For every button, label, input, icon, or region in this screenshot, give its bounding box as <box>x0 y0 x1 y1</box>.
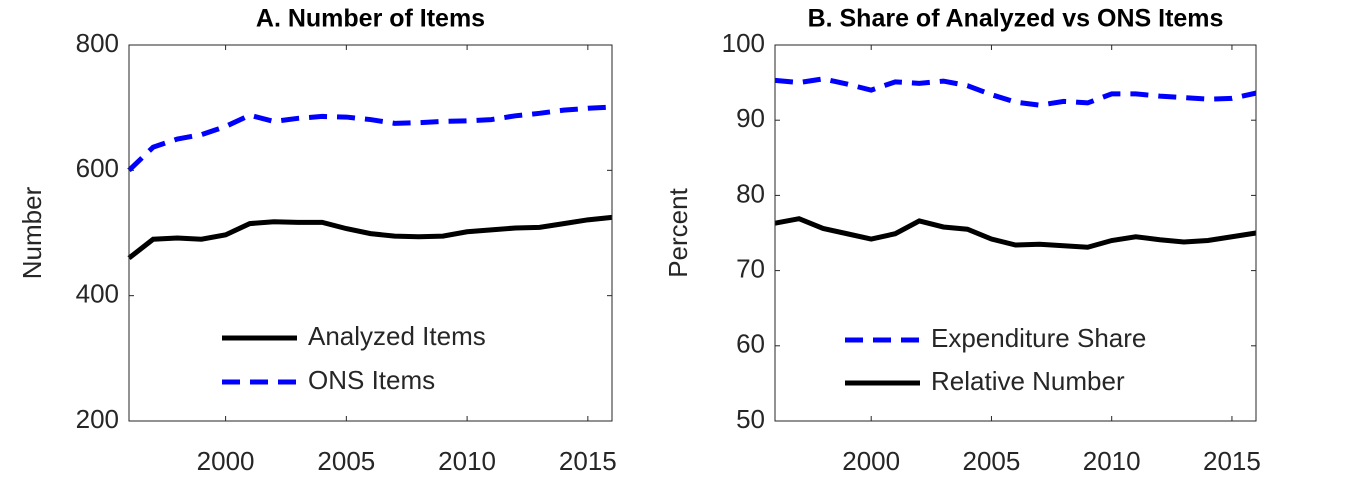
series-line <box>774 76 1257 108</box>
x-tick-label: 2000 <box>842 446 900 476</box>
series-line <box>774 216 1257 250</box>
y-tick-label: 70 <box>736 253 765 283</box>
y-tick-label: 80 <box>736 178 765 208</box>
x-tick-label: 2015 <box>1203 446 1261 476</box>
y-tick-label: 50 <box>736 404 765 434</box>
y-axis-label: Percent <box>663 187 693 277</box>
x-tick-label: 2010 <box>1083 446 1141 476</box>
legend-label: Expenditure Share <box>931 323 1146 353</box>
y-tick-label: 90 <box>736 103 765 133</box>
x-tick-label: 2005 <box>963 446 1021 476</box>
x-tick-label: 2010 <box>438 446 496 476</box>
axes-box <box>128 44 613 422</box>
series-line <box>127 214 613 261</box>
y-tick-label: 400 <box>76 279 119 309</box>
legend-label: Relative Number <box>931 366 1125 396</box>
axes-box <box>774 44 1257 422</box>
y-tick-label: 800 <box>76 28 119 58</box>
x-tick-label: 2015 <box>559 446 617 476</box>
chart-title: A. Number of Items <box>256 5 485 33</box>
x-tick-label: 2005 <box>317 446 375 476</box>
y-tick-label: 200 <box>76 404 119 434</box>
x-tick-label: 2000 <box>197 446 255 476</box>
series-line <box>127 104 613 173</box>
legend-label: ONS Items <box>308 365 435 395</box>
chart-title: B. Share of Analyzed vs ONS Items <box>808 5 1224 33</box>
legend-label: Analyzed Items <box>308 321 486 351</box>
y-axis-label: Number <box>17 186 47 279</box>
y-tick-label: 100 <box>722 28 765 58</box>
y-tick-label: 60 <box>736 329 765 359</box>
y-tick-label: 600 <box>76 153 119 183</box>
